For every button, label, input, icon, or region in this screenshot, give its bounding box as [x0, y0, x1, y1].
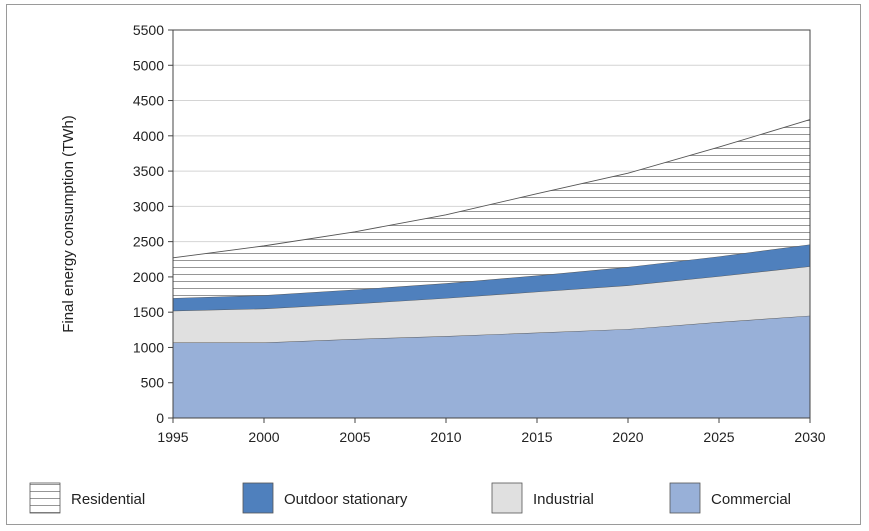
legend-item-industrial: Industrial [491, 482, 594, 514]
x-tick-label-2010: 2010 [430, 429, 461, 445]
area-residential [173, 119, 810, 299]
y-tick-label-4000: 4000 [133, 128, 164, 144]
legend-label: Commercial [711, 491, 791, 508]
x-tick-label-2015: 2015 [521, 429, 552, 445]
x-tick-label-2025: 2025 [703, 429, 734, 445]
legend-swatch [242, 482, 274, 514]
y-tick-label-5500: 5500 [133, 22, 164, 38]
y-tick-label-0: 0 [156, 410, 164, 426]
x-tick-label-2030: 2030 [794, 429, 825, 445]
y-tick-label-500: 500 [141, 375, 165, 391]
x-tick-label-2005: 2005 [339, 429, 370, 445]
legend-item-residential: Residential [29, 482, 145, 514]
x-tick-label-1995: 1995 [157, 429, 188, 445]
area-commercial [173, 315, 810, 418]
legend-label: Industrial [533, 491, 594, 508]
legend-label: Residential [71, 491, 145, 508]
plot-border [172, 29, 811, 419]
y-tick-label-3000: 3000 [133, 198, 164, 214]
y-tick-label-3500: 3500 [133, 163, 164, 179]
y-axis-title: Final energy consumption (TWh) [60, 115, 77, 333]
y-tick-label-5000: 5000 [133, 57, 164, 73]
legend-item-outdoor-stationary: Outdoor stationary [242, 482, 408, 514]
area-edge-residential [172, 119, 811, 259]
chart-svg: 0 500 1000 1500 2000 2500 3000 3500 4000 4500 5000… [29, 22, 826, 514]
legend-swatch [491, 482, 523, 514]
area-outdoor-stationary [173, 244, 810, 311]
y-tick-label-1500: 1500 [133, 304, 164, 320]
x-tick-label-2020: 2020 [612, 429, 643, 445]
legend-label: Outdoor stationary [284, 491, 408, 508]
chart-frame: 0 500 1000 1500 2000 2500 3000 3500 4000 4500 5000… [6, 4, 861, 525]
legend-item-commercial: Commercial [669, 482, 791, 514]
legend-swatch [29, 482, 61, 514]
y-tick-label-4500: 4500 [133, 93, 164, 109]
legend-swatch [669, 482, 701, 514]
area-industrial [173, 266, 810, 343]
axis-layer: 0 500 1000 1500 2000 2500 3000 3500 4000 4500 5000… [133, 22, 826, 445]
y-tick-label-2000: 2000 [133, 269, 164, 285]
area-layer [172, 119, 811, 418]
x-tick-label-2000: 2000 [248, 429, 279, 445]
y-tick-label-1000: 1000 [133, 339, 164, 355]
legend: Residential Outdoor stationary Industrial C… [29, 482, 791, 514]
y-tick-label-2500: 2500 [133, 234, 164, 250]
